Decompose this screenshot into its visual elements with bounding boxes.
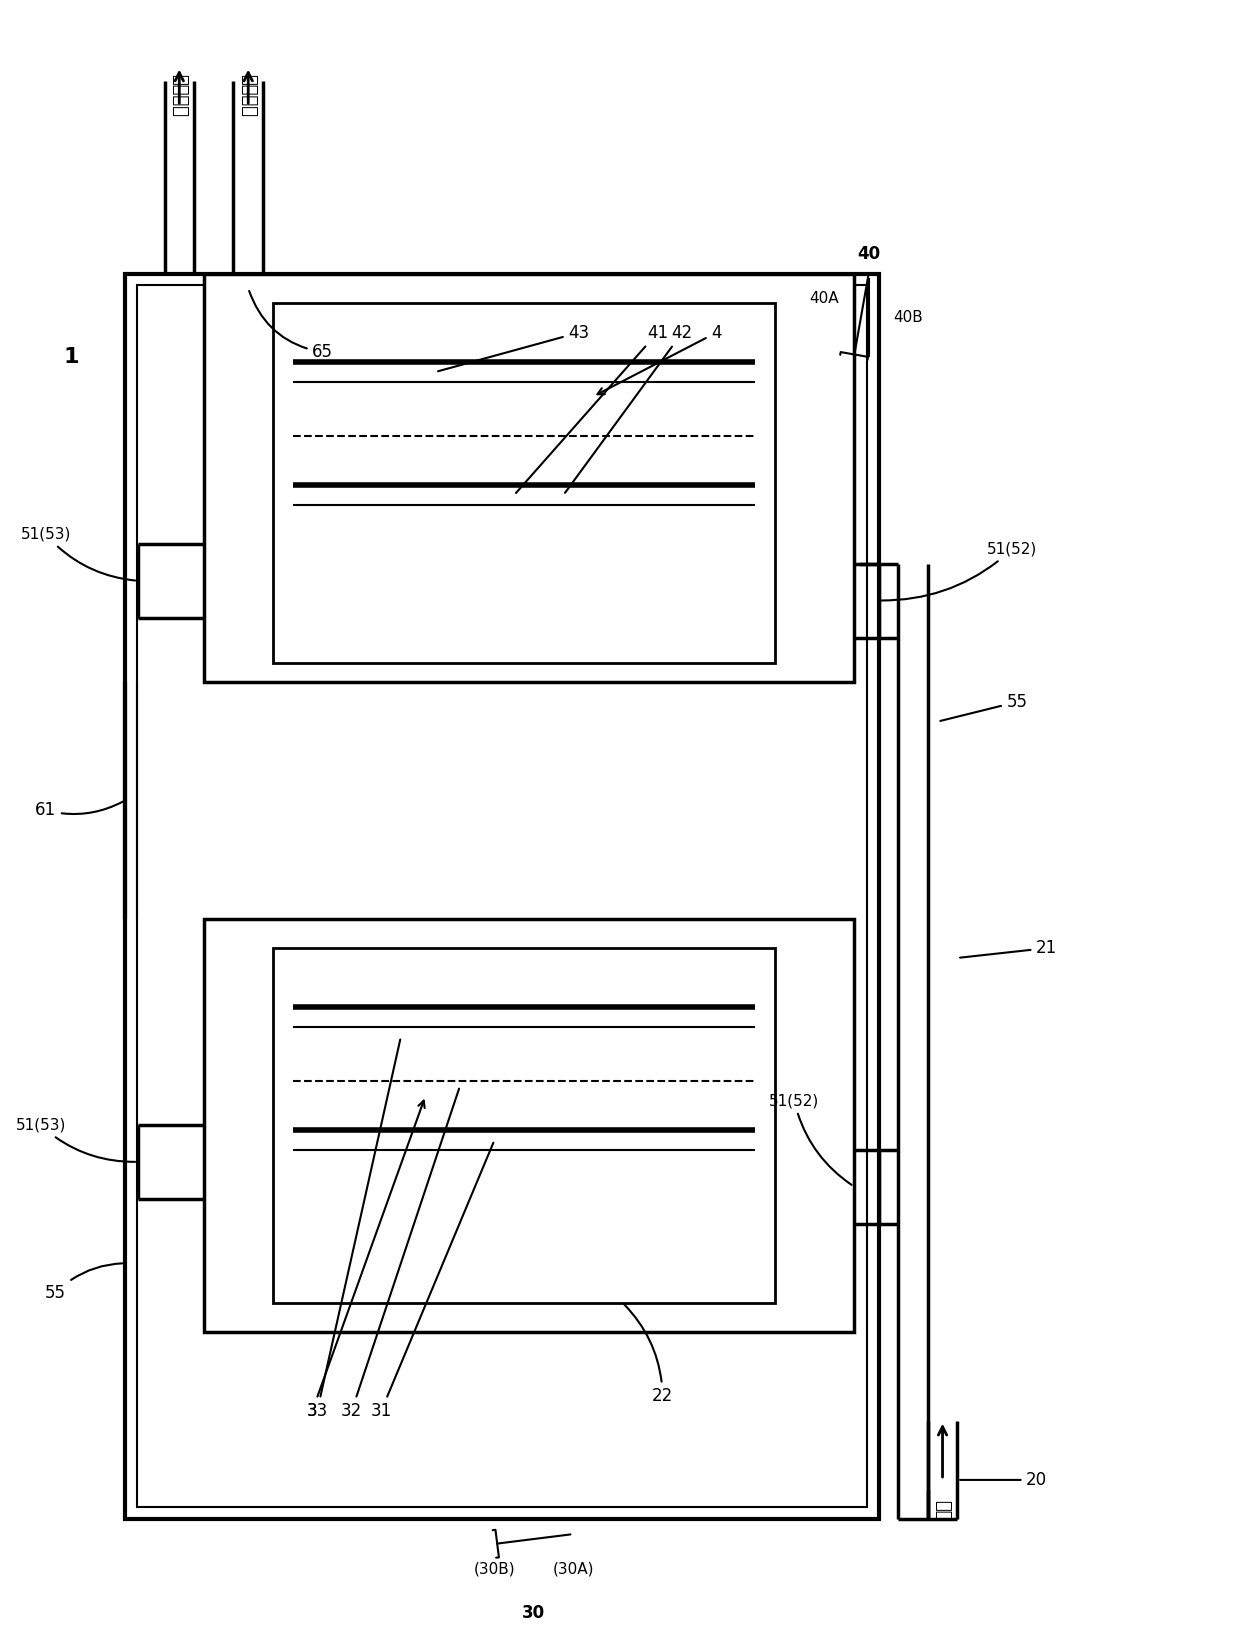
Text: 31: 31	[371, 1142, 494, 1420]
Text: 40: 40	[857, 244, 880, 263]
Text: 51(53): 51(53)	[21, 527, 135, 581]
Bar	[136, 286, 867, 1507]
Bar	[203, 918, 854, 1332]
Text: 21: 21	[960, 939, 1058, 958]
Text: 电解氢水: 电解氢水	[239, 74, 257, 117]
Text: 42: 42	[565, 324, 693, 494]
Text: 30: 30	[522, 1603, 546, 1621]
Text: 1: 1	[63, 347, 78, 367]
Text: 55: 55	[45, 1263, 123, 1301]
Text: 61: 61	[35, 801, 123, 819]
Text: 32: 32	[341, 1088, 459, 1420]
Text: 电解氧水: 电解氧水	[170, 74, 188, 117]
Text: 41: 41	[516, 324, 668, 494]
Bar	[203, 274, 854, 682]
Text: 51(52): 51(52)	[882, 542, 1037, 601]
Text: (30A): (30A)	[553, 1562, 594, 1577]
Text: 40A: 40A	[810, 291, 839, 305]
Bar	[125, 274, 878, 1519]
Text: 55: 55	[940, 693, 1028, 721]
Text: 51(53): 51(53)	[16, 1118, 135, 1162]
Text: 43: 43	[438, 324, 589, 371]
Text: 原水: 原水	[934, 1499, 951, 1521]
Text: (30B): (30B)	[474, 1562, 516, 1577]
Bar	[273, 304, 775, 662]
Text: 3: 3	[308, 1101, 424, 1420]
Text: 4: 4	[598, 324, 722, 395]
Bar	[273, 948, 775, 1303]
Text: 20: 20	[960, 1471, 1048, 1489]
Text: 22: 22	[625, 1304, 673, 1405]
Text: 33: 33	[306, 1040, 401, 1420]
Text: 51(52): 51(52)	[769, 1093, 852, 1185]
Text: 40B: 40B	[893, 310, 923, 325]
Text: 65: 65	[249, 291, 334, 362]
